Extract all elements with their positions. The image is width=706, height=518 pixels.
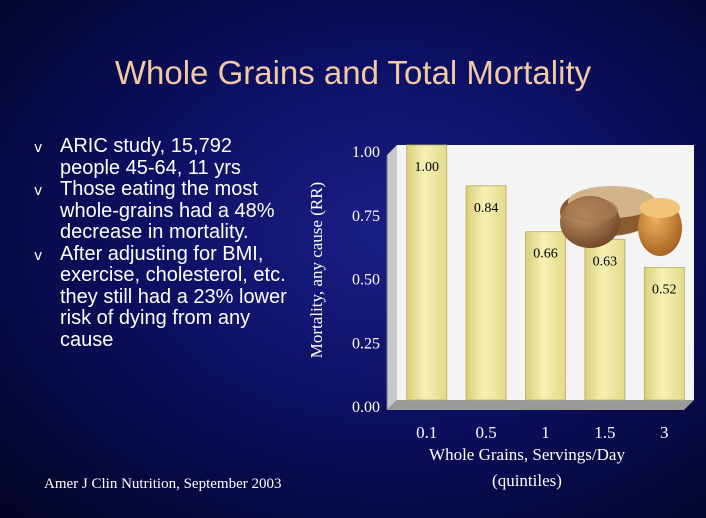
x-tick-label-0.1: 0.1 [416,423,437,442]
citation: Amer J Clin Nutrition, September 2003 [44,476,282,492]
bar-1.5 [584,238,626,401]
y-tick-label: 0.50 [352,272,380,289]
y-tick-label: 0.75 [352,208,380,225]
bread-loaves-illustration [560,186,682,256]
x-tick-labels: 0.1 0.5 1 1.5 3 [416,423,668,442]
check-bullet-icon: v [34,140,43,156]
y-tick-label: 1.00 [352,144,380,161]
x-tick-label-0.5: 0.5 [475,423,496,442]
data-label-3: 0.52 [652,282,677,297]
data-label-0.5: 0.84 [474,201,499,216]
data-label-1.5: 0.63 [593,254,618,269]
bullet-text: Those eating the most whole-grains had a… [60,178,275,243]
bullet-text: After adjusting for BMI, exercise, chole… [60,242,287,351]
y-tick-label: 0.25 [352,335,380,352]
bullet-text: ARIC study, 15,792 people 45-64, 11 yrs [60,135,241,179]
plot-side-wall [387,145,397,410]
slide-title: Whole Grains and Total Mortality [114,54,592,91]
bar-3 [643,266,685,401]
data-label-0.1: 1.00 [414,160,439,175]
y-tick-label: 0.00 [352,399,380,416]
y-tick-labels: 0.00 0.25 0.50 0.75 1.00 [352,144,380,416]
data-label-1: 0.66 [533,247,558,262]
x-tick-label-1: 1 [541,423,550,442]
x-axis-sublabel: (quintiles) [492,471,562,490]
check-bullet-icon: v [34,247,43,264]
y-axis-label: Mortality, any cause (RR) [307,182,326,358]
x-tick-label-3: 3 [660,423,669,442]
bars-group: 1.00 0.84 0.66 0.63 0.52 [406,144,685,401]
check-bullet-icon: v [34,183,43,199]
bullet-item: v ARIC study, 15,792 people 45-64, 11 yr… [34,135,294,179]
bar-1 [525,231,566,401]
bullet-list: v ARIC study, 15,792 people 45-64, 11 yr… [34,135,294,352]
bullet-item: v After adjusting for BMI, exercise, cho… [34,242,294,352]
bar-0.1 [406,144,448,401]
bar-0.5 [465,185,507,401]
x-tick-label-1.5: 1.5 [594,423,615,442]
bullet-item: v Those eating the most whole-grains had… [34,178,294,244]
x-axis-label: Whole Grains, Servings/Day [429,445,625,464]
plot-floor [387,400,694,410]
